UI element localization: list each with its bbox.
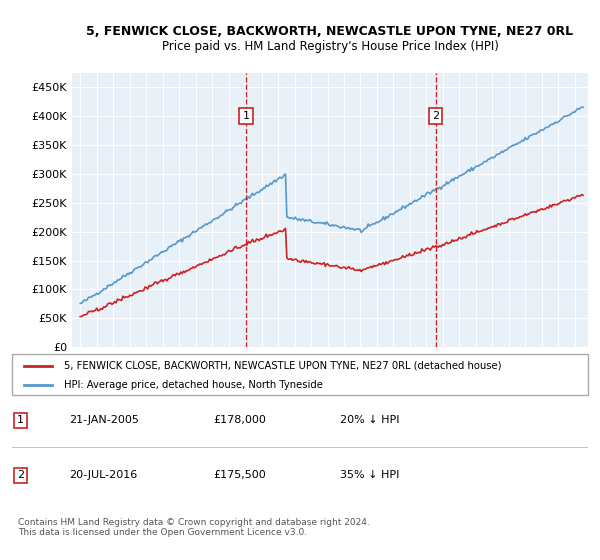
Text: Price paid vs. HM Land Registry's House Price Index (HPI): Price paid vs. HM Land Registry's House … <box>161 40 499 53</box>
Text: 5, FENWICK CLOSE, BACKWORTH, NEWCASTLE UPON TYNE, NE27 0RL (detached house): 5, FENWICK CLOSE, BACKWORTH, NEWCASTLE U… <box>64 361 502 371</box>
Text: 20% ↓ HPI: 20% ↓ HPI <box>340 416 400 426</box>
Text: HPI: Average price, detached house, North Tyneside: HPI: Average price, detached house, Nort… <box>64 380 323 390</box>
Text: 1: 1 <box>242 111 250 121</box>
FancyBboxPatch shape <box>12 354 588 395</box>
Text: 21-JAN-2005: 21-JAN-2005 <box>70 416 139 426</box>
Text: 20-JUL-2016: 20-JUL-2016 <box>70 470 138 480</box>
Text: Contains HM Land Registry data © Crown copyright and database right 2024.
This d: Contains HM Land Registry data © Crown c… <box>18 518 370 538</box>
Text: 2: 2 <box>17 470 24 480</box>
Text: £178,000: £178,000 <box>214 416 266 426</box>
Text: £175,500: £175,500 <box>214 470 266 480</box>
Text: 1: 1 <box>17 416 24 426</box>
Text: 2: 2 <box>432 111 439 121</box>
Text: 5, FENWICK CLOSE, BACKWORTH, NEWCASTLE UPON TYNE, NE27 0RL: 5, FENWICK CLOSE, BACKWORTH, NEWCASTLE U… <box>86 25 574 38</box>
Text: 35% ↓ HPI: 35% ↓ HPI <box>340 470 400 480</box>
